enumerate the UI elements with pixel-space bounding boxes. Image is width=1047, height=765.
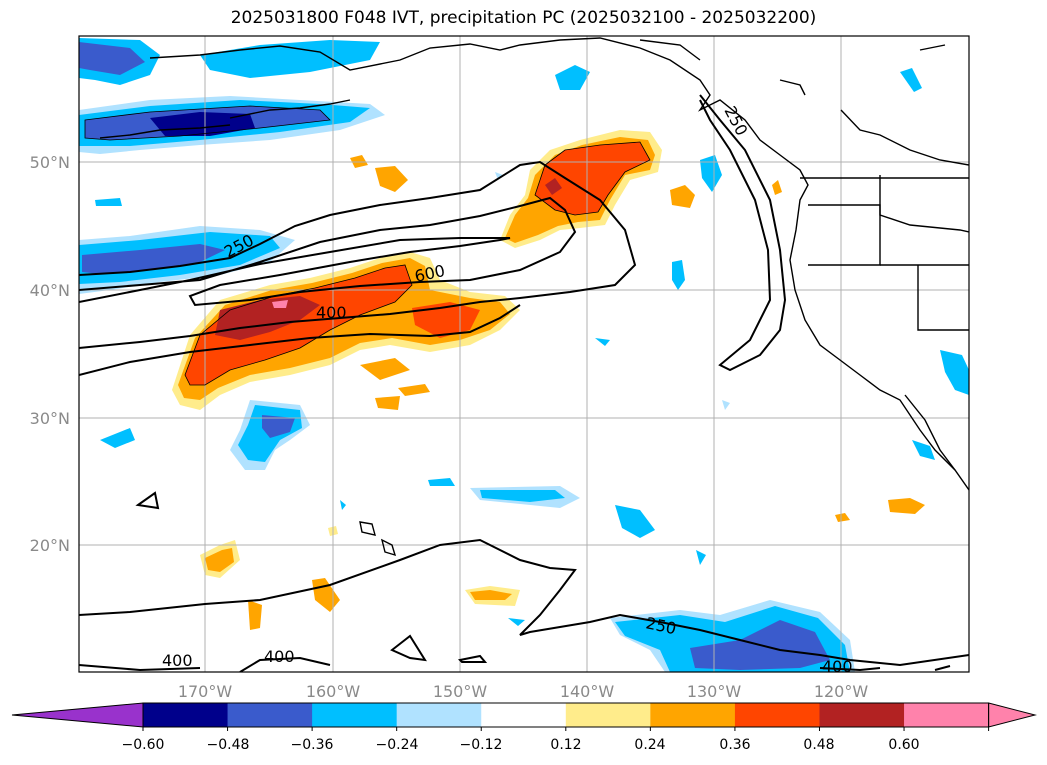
map-frame [78,35,970,673]
colorbar-segment [143,703,229,727]
colorbar-tick-label: 0.36 [719,737,750,753]
contour-label-400-south-west: 400 [162,651,193,670]
ivt-contours [79,94,969,672]
colorbar-segment [734,703,820,727]
contour-labels: 250 400 600 250 400 400 250 400 [162,103,853,676]
colorbar [11,702,1037,731]
lat-axis: 50°N 40°N 30°N 20°N [30,153,70,555]
lat-label-20n: 20°N [30,536,70,555]
coastlines [99,37,969,557]
colorbar-segment [565,703,651,727]
map-area: 250 400 600 250 400 400 250 400 [79,36,969,676]
colorbar-tick-labels: −0.60 −0.48 −0.36 −0.24 −0.12 0.12 0.24 … [122,737,920,753]
graticule [79,36,969,672]
lon-axis: 170°W 160°W 150°W 140°W 130°W 120°W [178,682,869,701]
lon-label-170w: 170°W [178,682,233,701]
colorbar-segment [227,703,313,727]
colorbar-tick-label: −0.48 [207,737,250,753]
lon-label-130w: 130°W [687,682,742,701]
map-title: 2025031800 F048 IVT, precipitation PC (2… [230,8,817,28]
colorbar-extend-max [988,702,1037,728]
colorbar-tick-label: −0.60 [122,737,165,753]
colorbar-segment [481,703,567,727]
lat-label-40n: 40°N [30,281,70,300]
lat-label-30n: 30°N [30,409,70,428]
contour-label-400-south: 400 [264,647,295,666]
colorbar-tick-label: −0.24 [376,737,419,753]
colorbar-segment [819,703,905,727]
lon-label-140w: 140°W [560,682,615,701]
lat-label-50n: 50°N [30,153,70,172]
colorbar-tick-label: 0.24 [634,737,665,753]
positive-precip-shading [172,130,925,630]
lon-label-150w: 150°W [433,682,488,701]
colorbar-tick-label: 0.12 [550,737,581,753]
colorbar-extend-min [11,702,144,728]
colorbar-tick-label: −0.36 [291,737,334,753]
shading-outlines [84,105,651,386]
colorbar-segment [650,703,736,727]
colorbar-tick-label: −0.12 [460,737,503,753]
contour-label-400-central: 400 [316,303,347,322]
lon-label-120w: 120°W [814,682,869,701]
colorbar-segment [312,703,398,727]
contour-label-400-south-east: 400 [822,657,853,676]
colorbar-segment [904,703,990,727]
colorbar-tick-label: 0.48 [803,737,834,753]
colorbar-segment [396,703,482,727]
colorbar-tick-label: 0.60 [888,737,919,753]
lon-label-160w: 160°W [306,682,361,701]
